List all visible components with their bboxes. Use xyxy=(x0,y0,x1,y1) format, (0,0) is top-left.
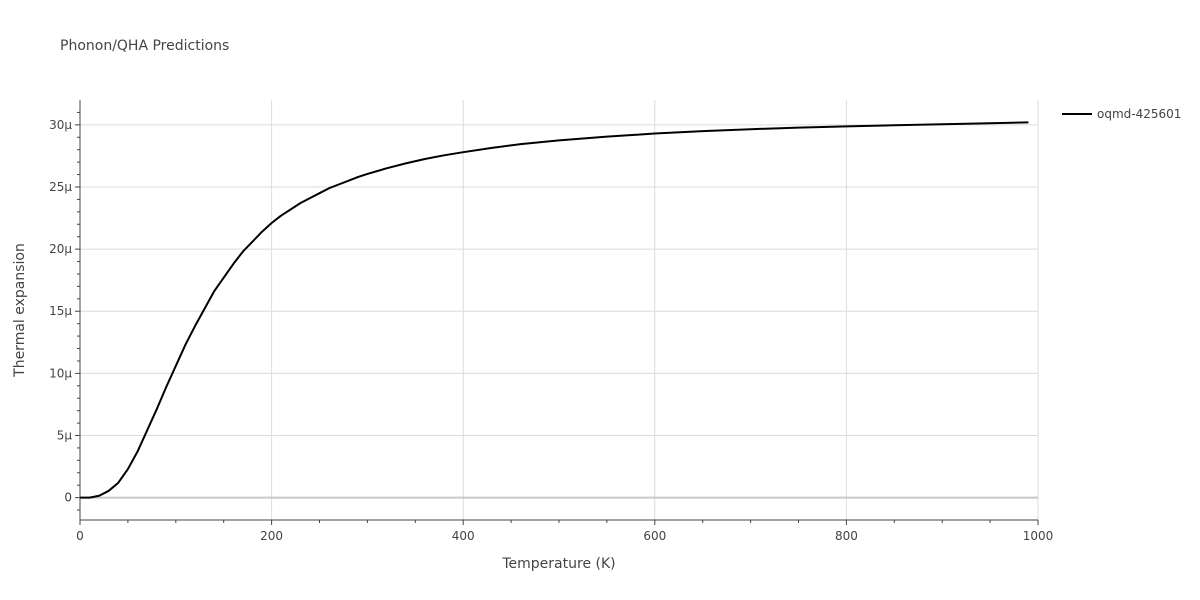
y-tick-label: 0 xyxy=(64,491,72,505)
y-tick-label: 20µ xyxy=(49,242,72,256)
legend: oqmd-425601 xyxy=(1062,107,1181,121)
x-tick-label: 1000 xyxy=(1023,529,1054,543)
x-tick-label: 600 xyxy=(643,529,666,543)
series-layer xyxy=(80,121,1029,499)
y-tick-label: 10µ xyxy=(49,366,72,380)
x-tick-label: 800 xyxy=(835,529,858,543)
x-tick-label: 400 xyxy=(452,529,475,543)
axes xyxy=(79,100,1038,521)
x-tick-label: 200 xyxy=(260,529,283,543)
x-axis-ticks: 0 200 400 600 800 1000 xyxy=(76,520,1053,543)
y-axis-title: Thermal expansion xyxy=(12,243,28,378)
grid xyxy=(80,100,1039,520)
y-axis-ticks: 0 5µ 10µ 15µ 20µ 25µ 30µ xyxy=(49,111,80,511)
series-line-0[interactable] xyxy=(80,121,1029,499)
y-tick-label: 25µ xyxy=(49,180,72,194)
y-tick-label: 15µ xyxy=(49,304,72,318)
legend-label[interactable]: oqmd-425601 xyxy=(1097,107,1181,121)
x-axis-title: Temperature (K) xyxy=(501,556,615,572)
y-tick-label: 5µ xyxy=(57,429,73,443)
chart-title: Phonon/QHA Predictions xyxy=(60,38,229,54)
y-tick-label: 30µ xyxy=(49,118,72,132)
x-tick-label: 0 xyxy=(76,529,84,543)
